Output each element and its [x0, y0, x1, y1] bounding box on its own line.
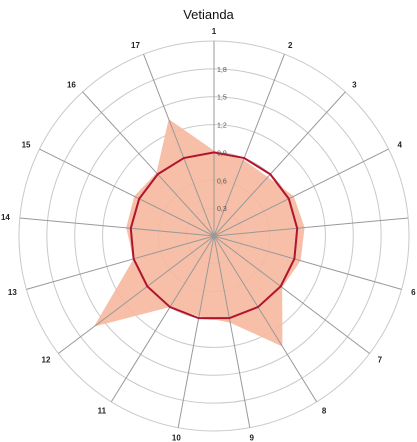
category-label-13: 13: [8, 288, 17, 297]
spoke-4: [213, 148, 389, 237]
category-label-12: 12: [42, 356, 51, 365]
category-label-14: 14: [1, 213, 10, 222]
spoke-5: [213, 217, 409, 237]
series-area: [93, 119, 305, 347]
category-label-10: 10: [172, 434, 181, 442]
spoke-12: [58, 235, 215, 354]
category-label-15: 15: [22, 141, 31, 150]
tick-label-3: 0,9: [217, 150, 227, 157]
category-label-3: 3: [352, 81, 357, 90]
spoke-2: [213, 53, 285, 237]
tick-label-6: 1,8: [217, 67, 227, 74]
spoke-9: [213, 235, 251, 428]
category-label-7: 7: [378, 356, 383, 365]
spoke-11: [110, 235, 215, 403]
tick-label-5: 1,5: [217, 95, 227, 102]
spoke-15: [39, 148, 215, 237]
tick-label-2: 0,6: [217, 178, 227, 185]
series-line: [129, 151, 299, 320]
category-label-16: 16: [67, 81, 76, 90]
chart-title: Vetianda: [183, 7, 234, 22]
category-label-1: 1: [212, 27, 217, 36]
spoke-7: [213, 235, 370, 354]
category-label-9: 9: [249, 434, 254, 442]
spoke-16: [82, 91, 215, 237]
spoke-3: [213, 91, 346, 237]
spoke-13: [26, 235, 215, 290]
tick-label-4: 1,2: [217, 123, 227, 130]
spoke-6: [213, 235, 402, 290]
spoke-14: [19, 217, 215, 237]
category-label-2: 2: [288, 41, 293, 50]
spoke-8: [213, 235, 318, 403]
tick-label-1: 0,3: [217, 206, 227, 213]
category-label-8: 8: [322, 406, 327, 415]
spoke-17: [143, 53, 215, 237]
category-label-4: 4: [398, 141, 403, 150]
category-label-17: 17: [131, 41, 140, 50]
category-label-11: 11: [98, 406, 107, 415]
category-label-6: 6: [411, 288, 416, 297]
spoke-10: [177, 235, 215, 428]
